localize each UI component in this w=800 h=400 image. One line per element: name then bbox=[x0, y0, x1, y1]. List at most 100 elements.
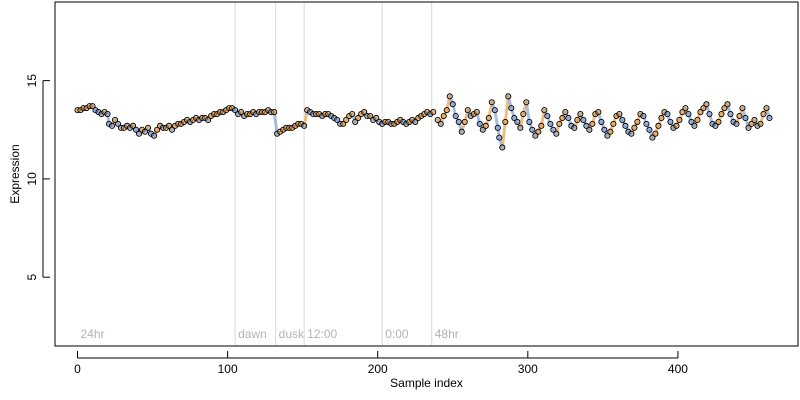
data-point bbox=[108, 122, 116, 129]
phase-label: dusk bbox=[279, 327, 305, 341]
data-point bbox=[485, 114, 492, 122]
x-tick-label: 100 bbox=[218, 362, 238, 376]
data-point bbox=[334, 116, 341, 123]
data-point bbox=[745, 124, 752, 131]
data-point bbox=[494, 124, 501, 131]
data-point bbox=[688, 118, 695, 125]
data-point bbox=[89, 103, 96, 110]
data-point bbox=[271, 109, 278, 116]
data-point bbox=[154, 126, 161, 133]
y-tick-label: 10 bbox=[25, 172, 39, 186]
data-point bbox=[658, 114, 665, 122]
phase-label: 0:00 bbox=[385, 327, 409, 341]
data-point bbox=[232, 107, 239, 114]
data-point bbox=[631, 124, 638, 131]
y-tick-label: 5 bbox=[25, 274, 39, 281]
data-point bbox=[679, 109, 686, 116]
data-point bbox=[610, 120, 617, 127]
x-axis-title: Sample index bbox=[390, 376, 463, 390]
y-tick-label: 15 bbox=[25, 74, 39, 88]
data-point bbox=[682, 105, 689, 112]
data-point bbox=[373, 114, 380, 122]
data-point bbox=[736, 112, 743, 120]
data-point bbox=[643, 120, 650, 127]
data-point bbox=[169, 126, 176, 133]
data-point bbox=[541, 107, 548, 114]
data-point bbox=[455, 118, 462, 125]
data-point bbox=[488, 99, 495, 106]
data-point bbox=[553, 130, 560, 137]
data-point bbox=[703, 101, 710, 108]
data-point bbox=[589, 120, 596, 127]
data-point bbox=[646, 126, 653, 133]
data-point bbox=[412, 118, 419, 125]
data-point bbox=[712, 122, 719, 129]
data-point bbox=[640, 112, 647, 120]
data-point bbox=[577, 110, 584, 118]
data-point bbox=[349, 110, 356, 118]
data-point bbox=[595, 109, 602, 116]
data-point bbox=[718, 110, 725, 118]
data-point bbox=[655, 122, 662, 129]
x-axis: 0 100 200 300 400 bbox=[74, 351, 688, 376]
data-point bbox=[520, 110, 527, 118]
data-point bbox=[601, 126, 608, 133]
data-point bbox=[652, 130, 659, 137]
data-point bbox=[607, 128, 614, 135]
data-point bbox=[482, 122, 489, 129]
data-point bbox=[440, 112, 447, 120]
data-point bbox=[694, 116, 701, 123]
data-point bbox=[628, 130, 635, 137]
data-point bbox=[727, 110, 734, 118]
data-point bbox=[562, 109, 569, 116]
data-point bbox=[476, 120, 483, 127]
data-point bbox=[526, 118, 533, 125]
x-tick-label: 400 bbox=[668, 362, 688, 376]
data-point bbox=[514, 118, 521, 125]
data-point bbox=[205, 116, 212, 123]
data-point bbox=[724, 101, 731, 108]
data-point bbox=[301, 122, 308, 129]
data-point bbox=[446, 93, 453, 100]
y-axis: 5 10 15 bbox=[25, 74, 50, 281]
data-point bbox=[452, 112, 459, 120]
data-point bbox=[458, 128, 465, 135]
data-point bbox=[700, 105, 707, 112]
data-point bbox=[697, 109, 704, 116]
data-point bbox=[649, 134, 656, 141]
data-point bbox=[574, 116, 581, 123]
data-point bbox=[434, 116, 441, 123]
data-point bbox=[583, 122, 590, 129]
phase-label: 12:00 bbox=[307, 327, 337, 341]
phase-label: 48hr bbox=[435, 327, 459, 341]
data-point bbox=[547, 120, 554, 127]
data-point bbox=[691, 122, 698, 129]
trend-segment bbox=[272, 110, 279, 136]
data-point bbox=[133, 126, 140, 133]
data-point bbox=[502, 118, 509, 125]
data-point bbox=[340, 120, 347, 127]
data-point bbox=[529, 126, 536, 133]
phase-label: dawn bbox=[238, 327, 267, 341]
x-tick-label: 300 bbox=[518, 362, 538, 376]
data-point bbox=[343, 116, 350, 123]
data-point bbox=[136, 130, 143, 137]
data-point bbox=[499, 144, 506, 151]
data-point bbox=[580, 116, 587, 123]
data-point bbox=[352, 118, 359, 125]
plot-frame bbox=[54, 1, 799, 347]
data-point bbox=[676, 116, 683, 123]
phase-lines-layer: dawn dusk 12:00 0:00 48hr bbox=[234, 2, 459, 346]
data-point bbox=[586, 126, 593, 133]
data-point bbox=[598, 118, 605, 125]
data-point bbox=[166, 122, 173, 129]
data-point bbox=[556, 120, 563, 127]
data-point bbox=[523, 99, 530, 106]
data-point bbox=[706, 110, 713, 118]
data-point bbox=[742, 114, 749, 122]
data-point bbox=[361, 109, 368, 116]
data-point bbox=[367, 112, 374, 120]
data-point bbox=[685, 110, 692, 118]
data-point bbox=[238, 109, 245, 116]
data-point bbox=[571, 124, 578, 131]
